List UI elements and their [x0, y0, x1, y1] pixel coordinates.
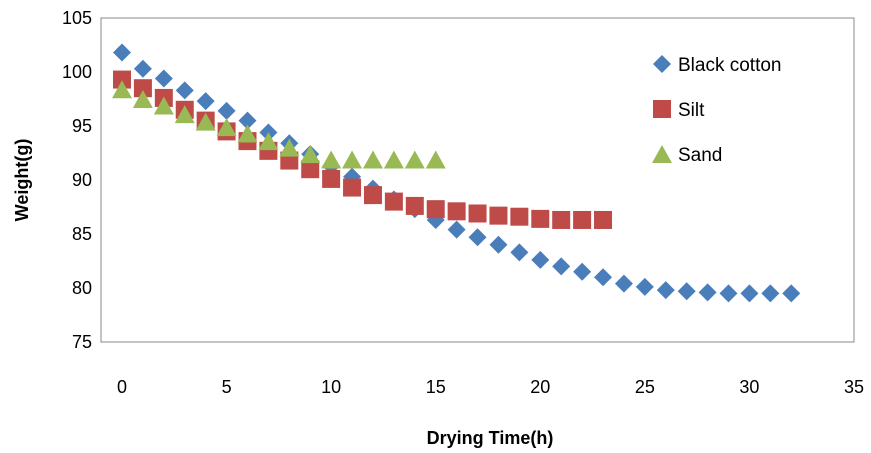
legend-marker	[653, 100, 671, 118]
data-point	[133, 79, 152, 98]
legend-label: Sand	[678, 145, 722, 166]
legend-item: Sand	[652, 145, 722, 166]
y-tick-label: 80	[72, 278, 92, 298]
y-tick-label: 85	[72, 224, 92, 244]
series-sand	[112, 80, 446, 169]
data-point	[404, 150, 425, 169]
data-point	[321, 150, 342, 169]
y-tick-label: 105	[62, 8, 92, 28]
data-point	[216, 118, 237, 137]
data-point	[740, 284, 759, 303]
data-point	[573, 262, 592, 281]
data-point	[614, 274, 633, 293]
data-point	[383, 150, 404, 169]
data-point	[154, 69, 173, 88]
legend-label: Silt	[678, 100, 705, 121]
data-point	[132, 90, 153, 108]
data-point	[279, 138, 300, 157]
data-point	[782, 284, 801, 303]
legend-marker	[652, 145, 672, 163]
data-point	[322, 169, 341, 188]
x-tick-label: 30	[739, 377, 759, 397]
data-point	[594, 268, 613, 287]
data-point	[342, 150, 363, 169]
data-point	[635, 277, 654, 296]
data-point	[468, 204, 487, 223]
y-axis-title: Weight(g)	[12, 139, 32, 222]
data-point	[761, 284, 780, 303]
data-point	[175, 81, 194, 100]
data-point	[426, 200, 445, 219]
x-tick-label: 0	[117, 377, 127, 397]
data-point	[531, 209, 550, 228]
data-point	[510, 207, 529, 226]
data-point	[133, 59, 152, 78]
x-tick-label: 20	[530, 377, 550, 397]
data-point	[447, 202, 466, 221]
data-point	[677, 282, 696, 301]
data-point	[656, 281, 675, 300]
y-tick-label: 100	[62, 62, 92, 82]
data-point	[196, 92, 215, 111]
x-tick-label: 25	[635, 377, 655, 397]
legend-item: Black cotton	[653, 55, 782, 76]
data-point	[113, 43, 131, 62]
data-point	[112, 80, 132, 99]
data-point	[300, 145, 321, 164]
x-axis-ticks: 0 5 10 15 20 25 30 35	[117, 377, 864, 397]
data-point	[363, 186, 382, 205]
series-black-cotton	[113, 43, 801, 303]
data-point	[113, 70, 131, 89]
data-point	[238, 111, 257, 130]
series-layer	[112, 43, 801, 303]
data-point	[573, 210, 592, 229]
x-tick-label: 5	[222, 377, 232, 397]
x-tick-label: 10	[321, 377, 341, 397]
data-point	[405, 196, 424, 215]
data-point	[594, 210, 613, 229]
data-point	[384, 192, 403, 211]
data-point	[489, 235, 508, 254]
legend-label: Black cotton	[678, 55, 782, 76]
data-point	[489, 206, 508, 225]
series-silt	[113, 70, 613, 229]
data-point	[237, 124, 258, 143]
data-point	[301, 160, 320, 179]
data-point	[258, 132, 279, 151]
data-point	[153, 96, 174, 115]
legend-marker	[653, 55, 671, 73]
data-point	[552, 210, 571, 229]
y-axis-ticks: 75 80 85 90 95 100 105	[62, 8, 92, 352]
data-point	[698, 283, 717, 302]
data-point	[510, 243, 529, 262]
data-point	[195, 112, 216, 131]
y-tick-label: 75	[72, 332, 92, 352]
x-tick-label: 35	[844, 377, 864, 397]
data-point	[362, 150, 383, 169]
plot-area-border	[100, 17, 855, 343]
legend: Black cotton Silt Sand	[652, 55, 782, 166]
data-point	[174, 105, 195, 124]
x-axis-title: Drying Time(h)	[427, 428, 554, 448]
data-point	[425, 150, 446, 169]
data-point	[217, 101, 236, 120]
legend-item: Silt	[653, 100, 705, 121]
data-point	[343, 178, 362, 197]
y-tick-label: 95	[72, 116, 92, 136]
data-point	[719, 284, 738, 303]
y-tick-label: 90	[72, 170, 92, 190]
data-point	[468, 228, 487, 247]
data-point	[447, 220, 466, 239]
x-tick-label: 15	[426, 377, 446, 397]
data-point	[552, 257, 571, 276]
data-point	[531, 250, 550, 269]
